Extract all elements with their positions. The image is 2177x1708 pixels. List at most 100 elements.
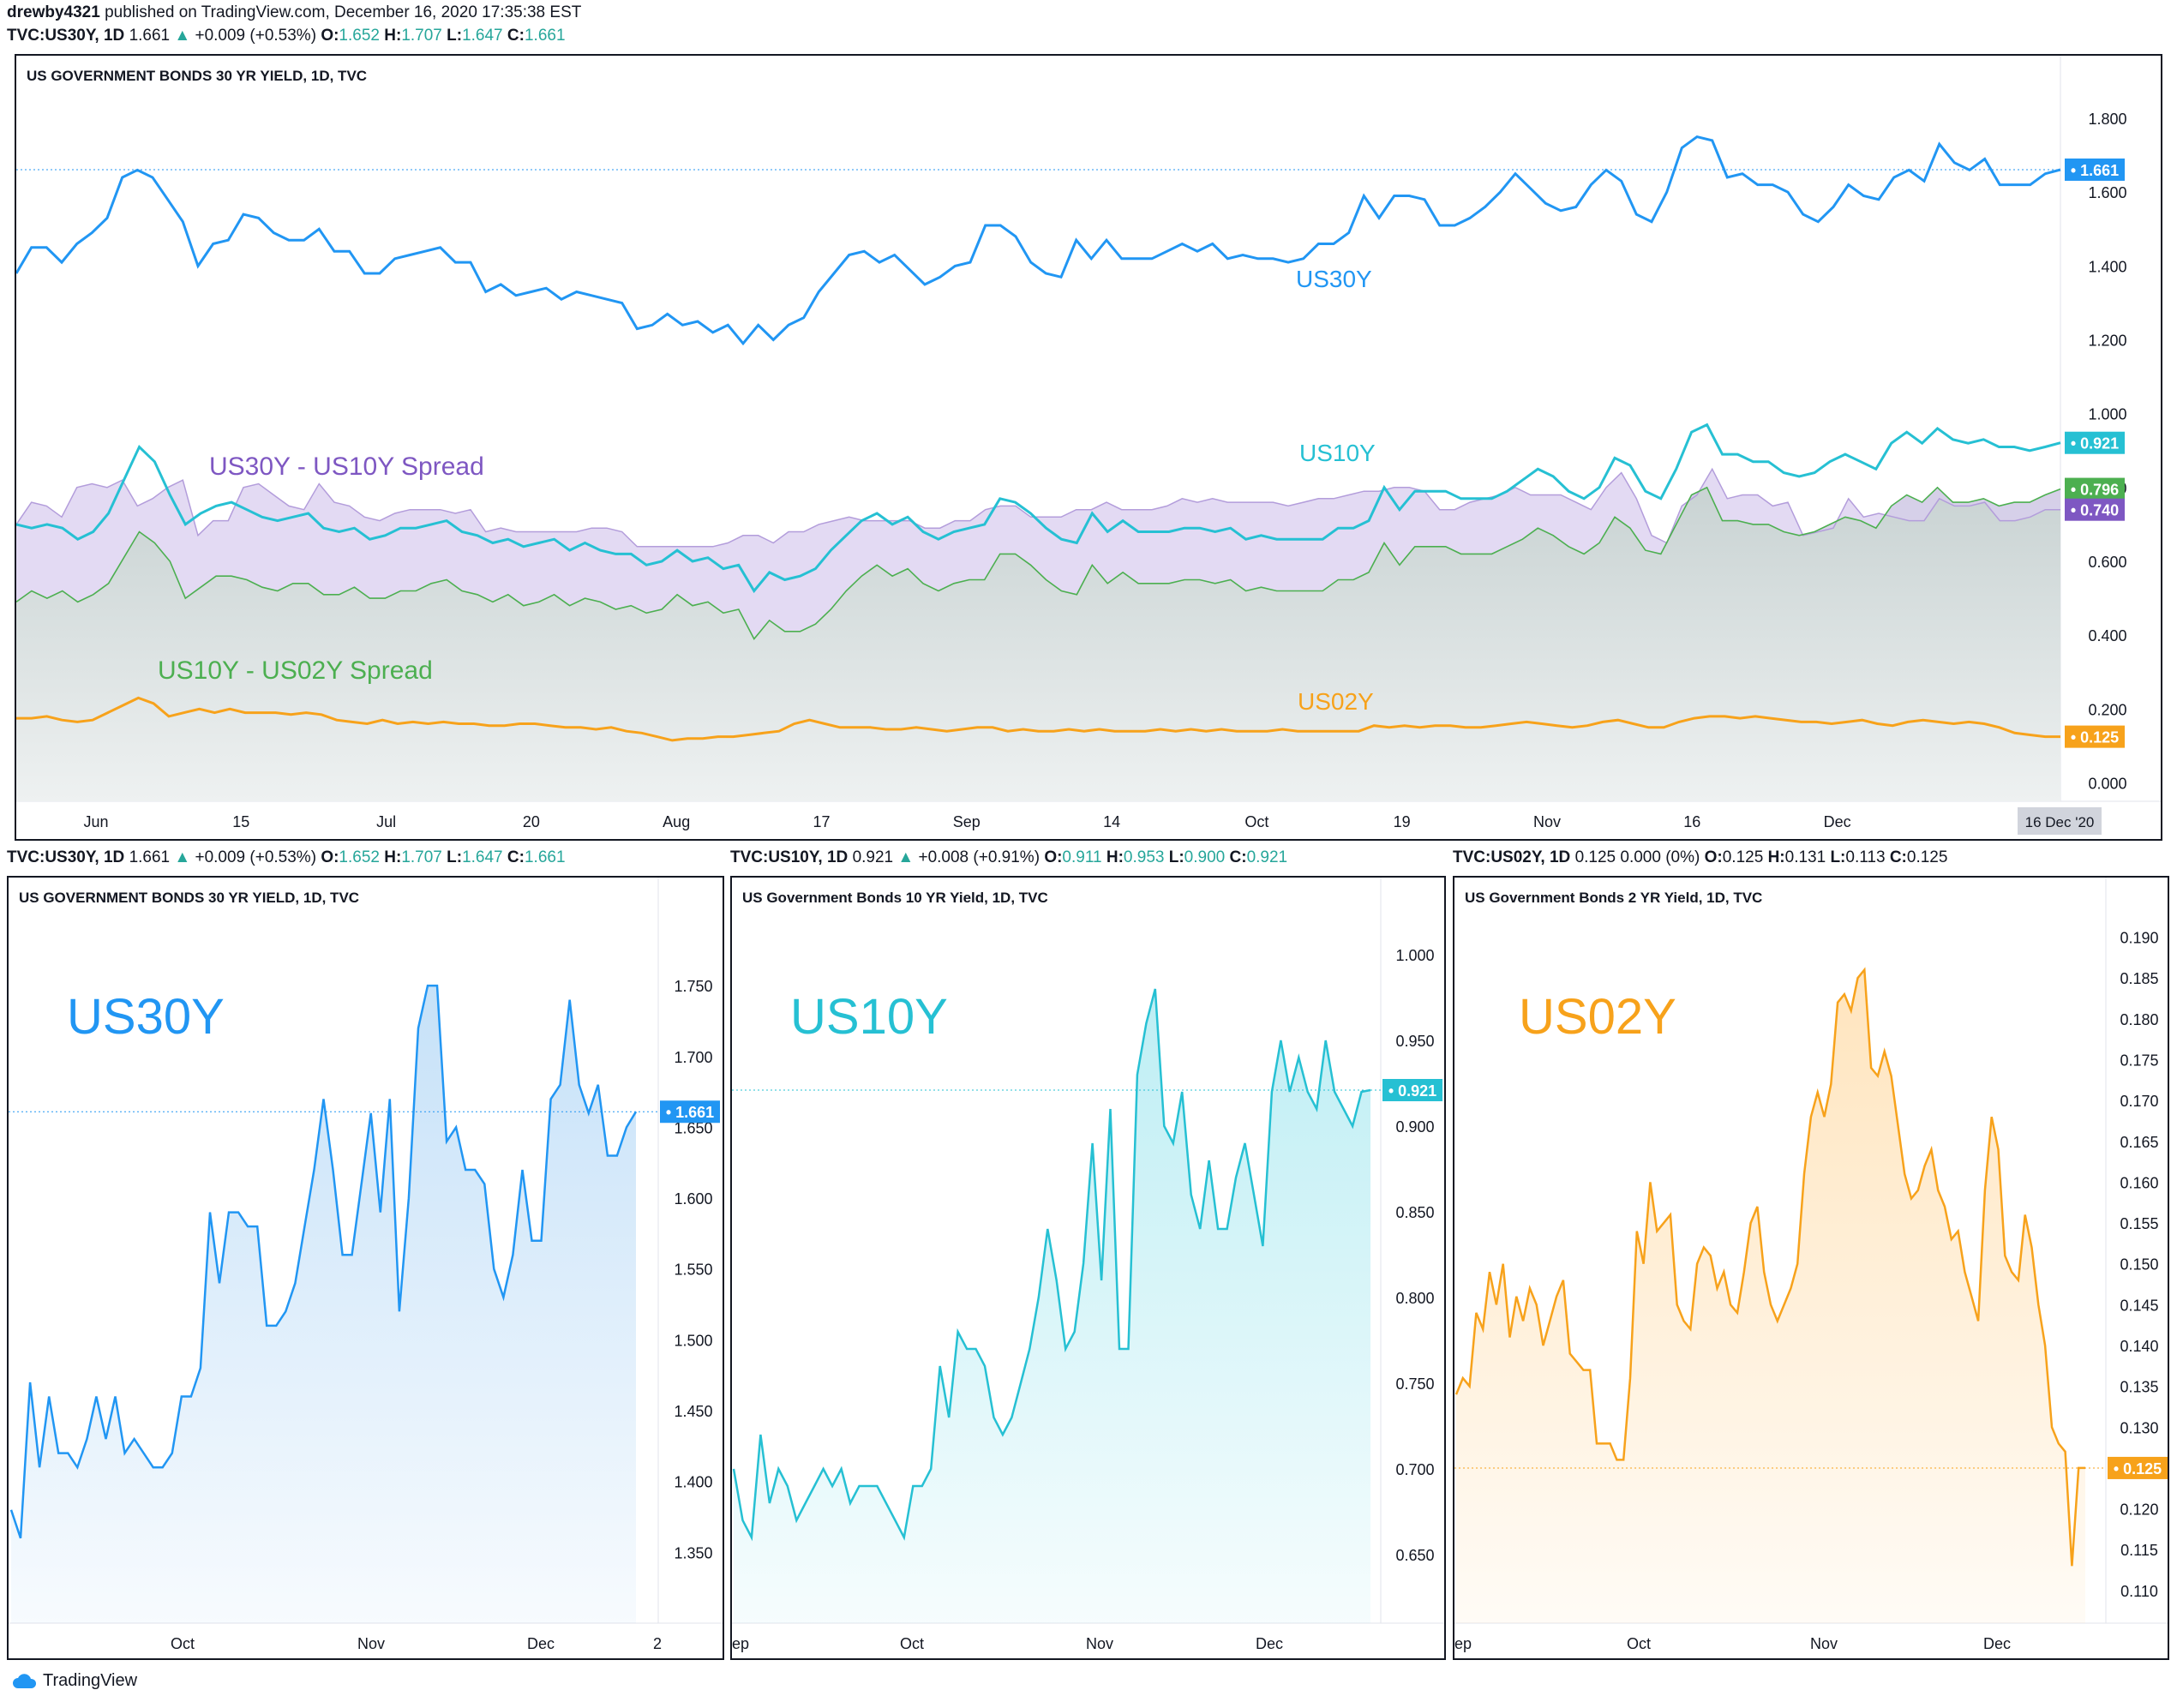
y-tick-label: 1.500	[674, 1332, 712, 1349]
x-tick-label: 16	[1683, 813, 1700, 830]
last-value-tag	[2065, 725, 2125, 748]
publish-line: drewby4321 published on TradingView.com,…	[7, 3, 581, 22]
last-value-tag	[660, 1100, 720, 1124]
x-tick-label: 20	[523, 813, 540, 830]
cloud-icon	[13, 1673, 37, 1688]
watermark-label: US02Y	[1519, 989, 1676, 1045]
low-label: L:	[447, 848, 463, 866]
y-tick-label: 0.110	[2120, 1583, 2158, 1600]
y-tick-label: 0.175	[2120, 1052, 2158, 1069]
us02y-line	[16, 696, 2060, 742]
x-tick-label: 2	[653, 1635, 662, 1652]
low-value: 1.647	[462, 27, 503, 45]
y-tick-label: 0.115	[2120, 1542, 2158, 1559]
tradingview-brand: TradingView	[43, 1671, 138, 1690]
symbol-label[interactable]: TVC:US10Y, 1D	[730, 848, 849, 866]
x-tick-label: Oct	[171, 1635, 195, 1652]
open-value: 0.125	[1722, 848, 1764, 866]
y-tick-label: 0.190	[2120, 930, 2158, 947]
x-tick-label: Sep	[953, 813, 981, 830]
series-line	[9, 984, 638, 1539]
x-tick-label: ep	[1454, 1635, 1472, 1652]
y-tick-label: 0.600	[2088, 554, 2126, 571]
us30y-annotation: US30Y	[1296, 266, 1372, 292]
us02y-chart-svg[interactable]: US02Y 0.190 0.185 0.180 0.175 0.170 0.165 0.160…	[1454, 878, 2168, 1658]
up-arrow-icon: ▲	[897, 848, 915, 866]
x-tick-label: Oct	[1244, 813, 1268, 830]
last-price: 1.661	[129, 848, 171, 866]
high-value: 0.953	[1123, 848, 1165, 866]
x-tick-label: 17	[813, 813, 830, 830]
symbol-label[interactable]: TVC:US30Y, 1D	[7, 27, 125, 45]
y-tick-label: 0.000	[2088, 775, 2126, 792]
y-tick-label: 0.180	[2120, 1011, 2158, 1028]
symbol-label[interactable]: TVC:US02Y, 1D	[1453, 848, 1571, 866]
y-tick-label: 0.155	[2120, 1215, 2158, 1232]
x-tick-label: Nov	[1086, 1635, 1113, 1652]
sub-header-us10y: TVC:US10Y, 1D 0.921 ▲ +0.008 (+0.91%) O:…	[730, 848, 1287, 867]
tradingview-logo[interactable]: TradingView	[12, 1671, 137, 1691]
last-value-text: • 0.125	[2114, 1460, 2162, 1477]
y-tick-label: 1.450	[674, 1403, 712, 1420]
last-value-text: • 0.921	[1388, 1082, 1436, 1100]
series-line	[732, 988, 1371, 1542]
us30y-chart-svg[interactable]: US30Y 1.750 1.700 1.650 1.600 1.550 1.500 1.450…	[9, 878, 723, 1658]
publish-text: published on TradingView.com, December 1…	[99, 3, 582, 21]
symbol-label[interactable]: TVC:US30Y, 1D	[7, 848, 125, 866]
x-tick-label: ep	[732, 1635, 749, 1652]
y-tick-label: 1.650	[674, 1119, 712, 1136]
x-tick-label: Aug	[663, 813, 690, 830]
last-price: 1.661	[129, 27, 171, 45]
high-label: H:	[384, 848, 402, 866]
y-tick-label: 0.900	[1395, 1118, 1434, 1136]
low-value: 0.113	[1845, 848, 1886, 866]
y-tick-label: 0.170	[2120, 1093, 2158, 1110]
close-label: C:	[1229, 848, 1247, 866]
last-price: 0.921	[852, 848, 894, 866]
close-label: C:	[507, 27, 525, 45]
last-value-text: • 0.125	[2071, 729, 2119, 746]
main-chart-title: US GOVERNMENT BONDS 30 YR YIELD, 1D, TVC	[27, 68, 368, 84]
us10y-chart-svg[interactable]: US10Y 1.000 0.950 0.900 0.850 0.800 0.750 0.700…	[732, 878, 1444, 1658]
low-label: L:	[1830, 848, 1846, 866]
y-tick-label: 1.550	[674, 1262, 712, 1279]
y-tick-label: 1.400	[674, 1474, 712, 1491]
high-label: H:	[1767, 848, 1785, 866]
x-tick-label: Jun	[83, 813, 108, 830]
us30y-chart-panel[interactable]: US GOVERNMENT BONDS 30 YR YIELD, 1D, TVC…	[7, 876, 724, 1660]
y-tick-label: 0.750	[1395, 1375, 1434, 1393]
main-chart-panel[interactable]: US GOVERNMENT BONDS 30 YR YIELD, 1D, TVC…	[15, 54, 2162, 841]
us10y-chart-panel[interactable]: US Government Bonds 10 YR Yield, 1D, TVC…	[730, 876, 1446, 1660]
price-change: +0.009 (+0.53%)	[195, 27, 317, 45]
x-tick-label: Dec	[1824, 813, 1851, 830]
open-label: O:	[1044, 848, 1063, 866]
last-value-tag	[2065, 477, 2125, 500]
open-value: 0.911	[1062, 848, 1102, 866]
last-value-tag	[2065, 431, 2125, 454]
last-value-text: • 1.661	[2071, 162, 2119, 179]
y-tick-label: 1.700	[674, 1049, 712, 1066]
low-value: 0.900	[1184, 848, 1226, 866]
us02y-chart-panel[interactable]: US Government Bonds 2 YR Yield, 1D, TVC …	[1453, 876, 2169, 1660]
date-range-badge	[2018, 807, 2102, 835]
us10y-line	[16, 423, 2061, 594]
open-value: 1.652	[339, 848, 380, 866]
x-tick-label: Oct	[1627, 1635, 1651, 1652]
x-tick-label: Dec	[1983, 1635, 2011, 1652]
up-arrow-icon: ▲	[174, 27, 191, 45]
main-chart-svg[interactable]: 1.8001.6001.4001.2001.0000.8000.6000.400…	[16, 56, 2161, 839]
high-label: H:	[1106, 848, 1124, 866]
us10y-annotation: US10Y	[1299, 440, 1376, 466]
spread-10-02-line	[16, 486, 2061, 640]
spread-10-02-annotation: US10Y - US02Y Spread	[158, 656, 433, 685]
y-tick-label: 0.145	[2120, 1297, 2158, 1314]
last-value-text: • 0.740	[2071, 502, 2119, 519]
watermark-label: US10Y	[790, 989, 948, 1045]
y-tick-label: 1.400	[2088, 258, 2126, 275]
y-tick-label: 0.135	[2120, 1379, 2158, 1396]
open-value: 1.652	[339, 27, 380, 45]
y-tick-label: 0.400	[2088, 627, 2126, 644]
publisher-name[interactable]: drewby4321	[7, 3, 100, 21]
y-tick-label: 0.130	[2120, 1419, 2158, 1436]
close-value: 1.661	[524, 27, 566, 45]
